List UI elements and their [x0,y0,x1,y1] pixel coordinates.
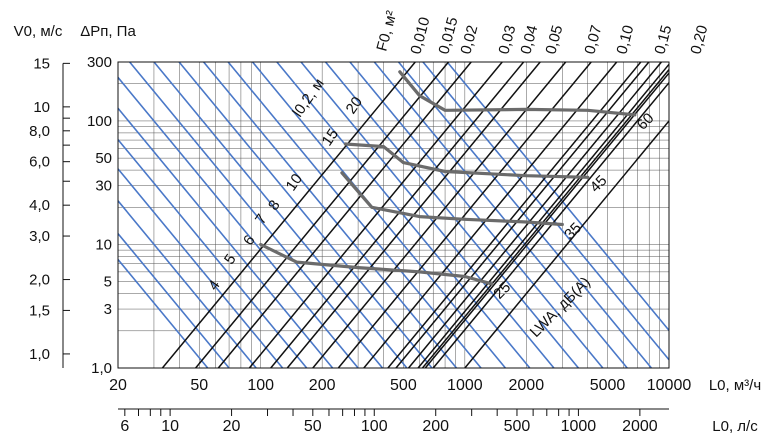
velocity-axis-label: V0, м/с [14,23,63,40]
secondary-x-tick-label: 10 [161,418,179,435]
secondary-x-tick-label: 6 [120,418,129,435]
pressure-tick-label: 300 [87,54,112,71]
area-line [424,72,670,369]
secondary-x-tick-label: 100 [361,418,388,435]
x-tick-label: 50 [190,377,208,394]
velocity-tick-label: 10 [33,99,50,116]
throw-value-label: 8 [265,197,284,214]
throw-line [117,76,359,369]
velocity-tick-label: 8,0 [29,123,50,140]
x-tick-label: 1000 [447,377,483,394]
throw-line [251,61,507,369]
secondary-x-tick-label: 20 [223,418,241,435]
area-line [363,61,618,369]
throw-line [117,107,334,369]
velocity-tick-label: 15 [33,55,50,72]
throw-line [129,61,384,369]
secondary-x-tick-label: 50 [304,418,322,435]
area-line [337,61,592,369]
velocity-tick-label: 4,0 [29,197,50,214]
area-line [161,61,416,369]
area-value-label: 0,05 [542,23,566,56]
pressure-tick-label: 5 [104,274,112,291]
area-line [421,69,670,369]
velocity-tick-label: 1,0 [29,346,50,363]
area-value-label: 0,010 [407,15,433,56]
noise-curve [398,70,637,117]
velocity-tick-label: 1,5 [29,302,50,319]
area-axis-label: F0, м² [373,9,400,53]
pressure-tick-label: 30 [95,178,112,195]
velocity-tick-label: 2,0 [29,272,50,289]
noise-curve [340,171,564,227]
throw-value-label: 15 [319,126,342,149]
x-tick-label: 5000 [590,377,626,394]
area-value-label: 0,03 [495,23,519,56]
secondary-x-tick-label: 200 [422,418,449,435]
area-value-label: 0,10 [613,23,637,56]
throw-line [446,61,670,331]
throw-line [117,139,308,369]
throw-line [117,168,284,369]
noise-value-label: 45 [587,172,611,196]
area-line [270,61,525,369]
throw-line [300,61,555,369]
throw-line [373,61,628,369]
noise-curve [343,142,590,179]
pressure-tick-label: 1,0 [91,360,112,377]
throw-line [397,61,653,369]
noise-curves [259,70,637,286]
x-tick-label: 100 [247,377,274,394]
secondary-x-axis-label: L0, л/с [712,418,758,435]
area-line [387,61,642,369]
x-tick-label: 2000 [509,377,545,394]
area-value-label: 0,02 [457,23,481,56]
velocity-tick-label: 6,0 [29,154,50,171]
throw-value-label: 5 [221,251,240,268]
noise-curve [259,242,494,286]
pressure-tick-label: 50 [95,150,112,167]
area-line [464,120,670,369]
area-line [312,61,567,369]
area-value-label: 0,07 [581,23,605,56]
throw-line [117,200,257,369]
x-axis-label: L0, м³/ч [709,377,761,394]
throw-line [178,61,433,369]
throw-line [117,233,230,369]
secondary-x-tick-label: 2000 [622,418,658,435]
area-line [248,61,503,369]
secondary-x-tick-label: 500 [504,418,531,435]
area-value-label: 0,04 [517,23,541,56]
x-tick-label: 20 [109,377,127,394]
area-value-label: 0,20 [687,23,711,56]
throw-value-label: 7 [252,211,271,228]
throw-value-label: 10 [283,171,306,194]
throw-value-label: 6 [240,232,259,249]
noise-value-label: 35 [561,219,585,243]
x-tick-label: 10000 [647,377,692,394]
throw-value-label: 20 [343,94,366,117]
secondary-x-tick-label: 1000 [561,418,597,435]
velocity-tick-label: 3,0 [29,228,50,245]
plot-frame [117,61,670,369]
pressure-tick-label: 100 [87,113,112,130]
area-line [195,61,450,369]
throw-line [117,258,209,369]
throw-value-label: 4 [205,277,224,294]
area-line [217,61,472,369]
pressure-axis-label: ΔPп, Па [80,23,136,40]
throw-line [349,61,604,369]
pressure-tick-label: 10 [95,236,112,253]
x-tick-label: 500 [390,377,417,394]
area-line [432,82,670,369]
pressure-tick-label: 3 [104,301,112,318]
area-value-label: 0,15 [651,23,675,56]
x-tick-label: 200 [309,377,336,394]
throw-line [153,61,408,369]
throw-line [203,61,458,369]
throw-line [324,61,580,369]
